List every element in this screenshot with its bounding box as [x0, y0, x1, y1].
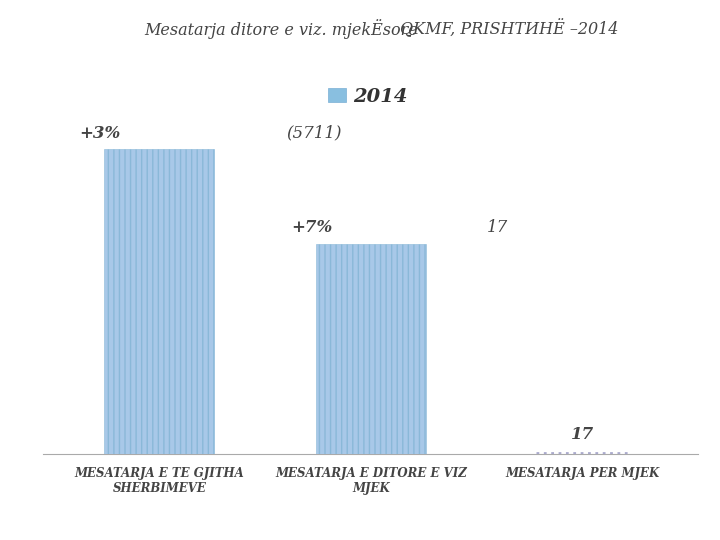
Text: +7%: +7% — [291, 219, 332, 237]
Bar — [104, 150, 215, 454]
Text: 17: 17 — [570, 426, 594, 443]
Text: (5711): (5711) — [287, 125, 342, 141]
Text: QKMF, PRISHTИНË –2014: QKMF, PRISHTИНË –2014 — [400, 19, 618, 38]
Text: 17: 17 — [487, 219, 508, 237]
Text: Mesatarja ditore e viz. mjekËsore: Mesatarja ditore e viz. mjekËsore — [144, 19, 418, 39]
Text: +3%: +3% — [80, 125, 121, 141]
Bar — [316, 245, 426, 454]
Legend: 2014: 2014 — [328, 87, 408, 106]
